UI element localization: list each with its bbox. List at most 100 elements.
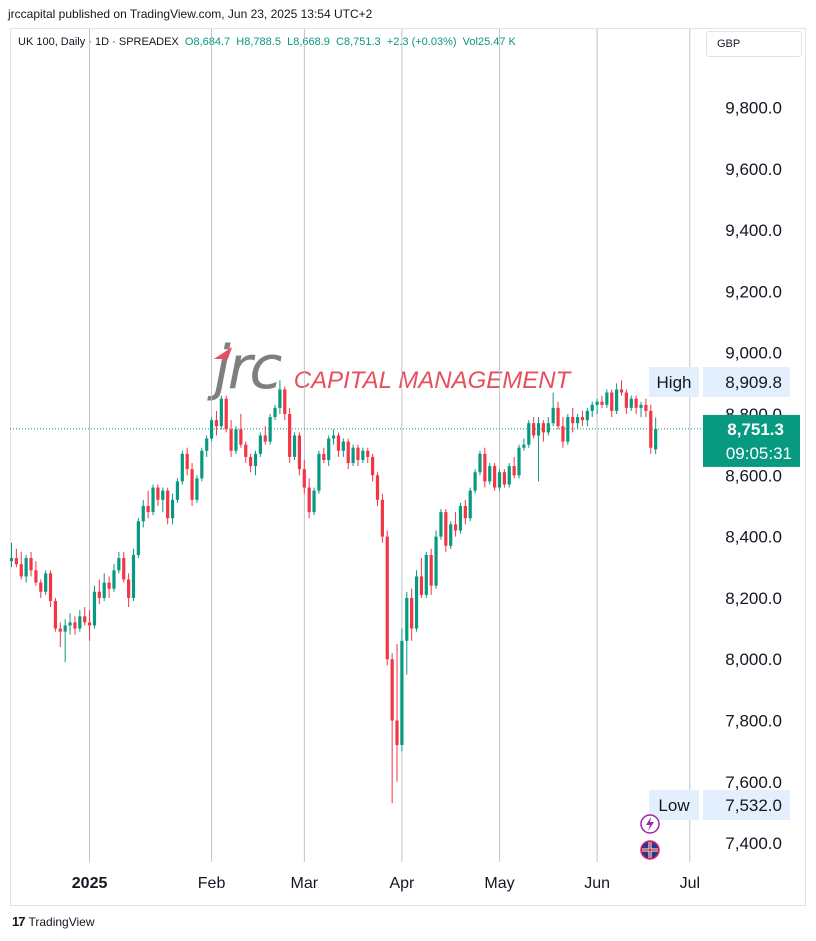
low-badge-value-bg xyxy=(703,790,790,820)
candle-body xyxy=(644,404,648,411)
candle-body xyxy=(478,453,482,473)
price-badges: High 8,909.8 Low 7,532.0 8,751.3 09:05:31 xyxy=(649,367,800,820)
candle-body xyxy=(580,417,585,421)
footer-brand[interactable]: TradingView xyxy=(28,914,95,929)
candle-body xyxy=(283,389,287,414)
candle-body xyxy=(195,478,199,500)
candle-body xyxy=(434,536,438,586)
candle-body xyxy=(571,417,575,424)
candle-body xyxy=(92,591,97,626)
candle-body xyxy=(527,423,531,445)
candle-body xyxy=(214,420,219,427)
candle-body xyxy=(605,392,609,405)
candle-body xyxy=(512,466,516,476)
candle-body xyxy=(414,576,419,629)
candle-body xyxy=(312,490,316,513)
high-badge-label-bg xyxy=(649,367,699,397)
candle-body xyxy=(24,558,28,577)
candle-body xyxy=(449,524,453,546)
x-axis: 2025 Feb Mar Apr May Jun Jul xyxy=(72,875,700,892)
x-tick-label: May xyxy=(484,875,514,892)
candle-body xyxy=(253,453,258,467)
candle-body xyxy=(522,444,526,448)
candle-body xyxy=(78,616,82,629)
candle-body xyxy=(166,490,170,519)
candle-body xyxy=(29,558,33,571)
candle-body xyxy=(541,423,546,433)
candle-body xyxy=(107,582,111,589)
candle-body xyxy=(180,453,184,482)
footer: 17 TradingView xyxy=(12,914,95,929)
candle-body xyxy=(117,558,121,571)
candle-body xyxy=(156,487,160,500)
candle-body xyxy=(146,505,150,513)
candle-body xyxy=(517,447,521,476)
chart-frame xyxy=(10,28,806,906)
candle-body xyxy=(488,466,492,482)
legend-change: +2.3 (+0.03%) xyxy=(386,36,457,48)
candle-body xyxy=(297,435,302,470)
candle-body xyxy=(532,423,536,436)
bolt-glyph-icon xyxy=(646,817,654,831)
legend-close: C8,751.3 xyxy=(336,36,381,48)
candle-body xyxy=(507,466,511,485)
candle-body xyxy=(63,625,67,632)
y-tick-label: 9,800.0 xyxy=(725,99,782,118)
candle-body xyxy=(112,570,116,589)
candle-body xyxy=(122,558,126,580)
candle-body xyxy=(288,414,292,457)
candle-body xyxy=(200,450,204,479)
candle-body xyxy=(102,582,106,598)
symbol-title[interactable]: UK 100, Daily · 1D · SPREADEX xyxy=(18,36,179,48)
candle-body xyxy=(419,576,424,595)
candle-body xyxy=(424,554,428,595)
legend-open: O8,684.7 xyxy=(184,36,231,48)
last-price-badge-bg xyxy=(703,414,800,467)
x-tick-label: Mar xyxy=(291,875,319,892)
candle-body xyxy=(302,469,306,488)
legend-low: L8,668.9 xyxy=(287,36,330,48)
candle-body xyxy=(575,417,580,424)
candle-body xyxy=(249,456,253,467)
candle-body xyxy=(73,622,77,629)
candle-body xyxy=(58,628,62,632)
y-axis: 9,800.09,600.09,400.09,200.09,000.08,800… xyxy=(725,99,782,854)
candle-body xyxy=(141,505,145,522)
candle-body xyxy=(151,487,155,513)
currency-selector[interactable]: GBP xyxy=(706,31,802,57)
candle-body xyxy=(322,453,326,460)
candle-body xyxy=(400,640,404,746)
candle-body xyxy=(127,579,131,598)
candle-body xyxy=(136,521,140,555)
candle-body xyxy=(331,435,336,439)
y-tick-label: 7,800.0 xyxy=(725,712,782,731)
candle-body xyxy=(19,564,23,577)
candle-body xyxy=(48,573,53,601)
candle-body xyxy=(483,453,487,482)
candle-body xyxy=(453,524,458,531)
legend-volume: Vol25.47 K xyxy=(462,36,516,48)
y-tick-label: 8,600.0 xyxy=(725,466,782,485)
watermark-brand: jrc xyxy=(214,333,282,403)
candle-body xyxy=(536,423,541,436)
symbol-legend: UK 100, Daily · 1D · SPREADEX O8,684.7 H… xyxy=(18,36,516,48)
candle-body xyxy=(356,447,360,460)
candle-body xyxy=(654,428,658,450)
high-badge-value: 8,909.8 xyxy=(725,373,782,392)
candle-body xyxy=(278,389,282,408)
candle-body xyxy=(380,499,384,537)
candle-body xyxy=(444,512,448,546)
candle-body xyxy=(405,597,409,641)
candle-body xyxy=(44,573,48,592)
candle-body xyxy=(341,441,345,451)
candle-body xyxy=(244,444,248,457)
candle-body xyxy=(610,392,614,411)
high-badge-value-bg xyxy=(703,367,790,397)
tradingview-logo-icon[interactable]: 17 xyxy=(12,914,26,929)
candle-body xyxy=(390,659,394,721)
candle-body xyxy=(595,401,599,405)
candle-body xyxy=(502,472,506,485)
candle-body xyxy=(161,490,165,500)
candle-body xyxy=(307,487,311,513)
